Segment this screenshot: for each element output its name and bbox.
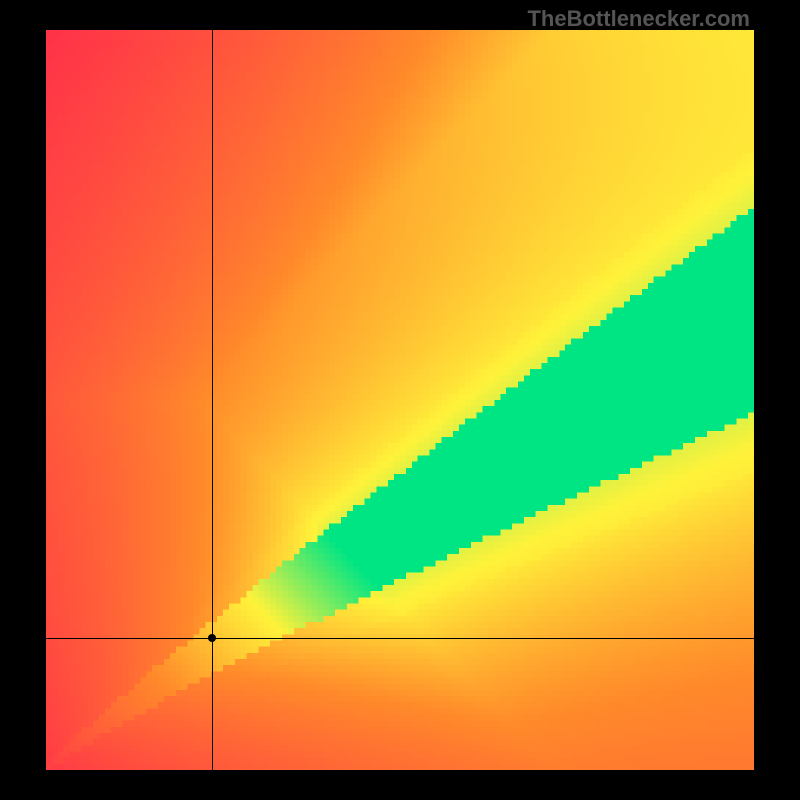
- plot-area: [46, 30, 754, 770]
- crosshair-marker: [208, 634, 216, 642]
- heatmap-canvas: [46, 30, 754, 770]
- chart-container: TheBottlenecker.com: [0, 0, 800, 800]
- watermark-text: TheBottlenecker.com: [527, 6, 750, 32]
- crosshair-horizontal: [46, 638, 754, 639]
- crosshair-vertical: [212, 30, 213, 770]
